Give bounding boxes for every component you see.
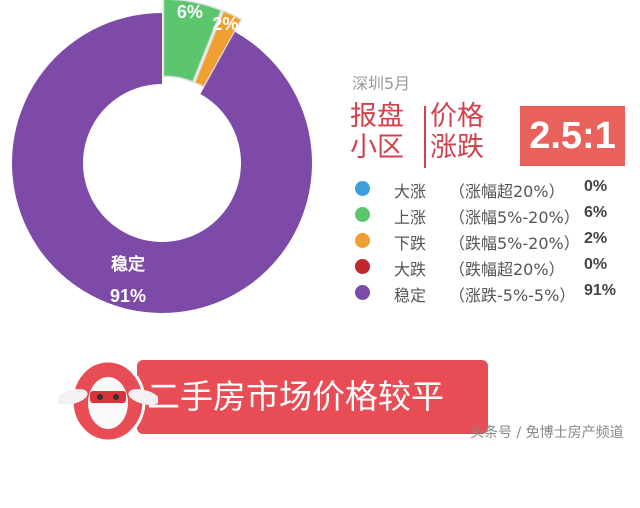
legend-value: 0%	[584, 256, 608, 273]
banner: 二手房市场价格较平稳	[137, 360, 488, 490]
headline-line: 价格	[430, 101, 484, 132]
legend-item: 上涨 （涨幅5%-20%） 6%	[352, 202, 632, 228]
legend-dot-icon	[355, 285, 370, 300]
slice-下跌	[193, 9, 243, 88]
ratio-badge: 2.5:1	[520, 106, 625, 166]
banner-text: 二手房市场价格较平稳	[147, 377, 444, 490]
donut-chart: 6% 2% 稳定 91%	[11, 0, 312, 313]
legend-range: （涨跌-5%-5%）	[449, 286, 576, 305]
legend-value: 91%	[584, 282, 617, 299]
legend-range: （跌幅5%-20%）	[449, 234, 580, 253]
legend-value: 0%	[584, 178, 608, 195]
legend-item: 大涨 （涨幅超20%） 0%	[352, 176, 632, 202]
legend-name: 下跌	[394, 234, 427, 253]
legend: 大涨 （涨幅超20%） 0% 上涨 （涨幅5%-20%） 6% 下跌 （跌幅5%-20%）…	[352, 176, 632, 306]
legend-name: 上涨	[394, 208, 427, 227]
legend-value: 6%	[584, 204, 608, 221]
legend-name: 稳定	[394, 286, 427, 305]
legend-item: 稳定 （涨跌-5%-5%） 91%	[352, 280, 632, 306]
slice-上涨	[162, 0, 223, 83]
legend-dot-icon	[355, 233, 370, 248]
legend-value: 2%	[584, 230, 608, 247]
headline-line: 报盘	[350, 101, 404, 132]
legend-dot-icon	[355, 259, 370, 274]
legend-name: 大涨	[394, 182, 427, 201]
headline-line: 小区	[350, 132, 404, 163]
watermark: 头条号 / 免博士房产频道	[470, 425, 624, 441]
slice-label-value: 6%	[177, 2, 203, 22]
headline-line: 涨跌	[430, 132, 484, 163]
legend-range: （涨幅超20%）	[449, 182, 565, 201]
slice-label-value: 91%	[110, 286, 146, 306]
legend-item: 下跌 （跌幅5%-20%） 2%	[352, 228, 632, 254]
headline-divider	[424, 106, 426, 168]
subtitle: 深圳5月	[352, 74, 411, 93]
headline: 报盘 小区 价格 涨跌	[350, 101, 510, 171]
legend-range: （跌幅超20%）	[449, 260, 565, 279]
slice-稳定	[11, 13, 312, 313]
legend-item: 大跌 （跌幅超20%） 0%	[352, 254, 632, 280]
legend-dot-icon	[355, 207, 370, 222]
legend-dot-icon	[355, 181, 370, 196]
slice-label-name: 稳定	[111, 254, 145, 274]
mascot-logo-icon	[58, 359, 158, 442]
slice-label-value: 2%	[212, 14, 238, 34]
legend-name: 大跌	[394, 260, 427, 279]
legend-range: （涨幅5%-20%）	[449, 208, 580, 227]
